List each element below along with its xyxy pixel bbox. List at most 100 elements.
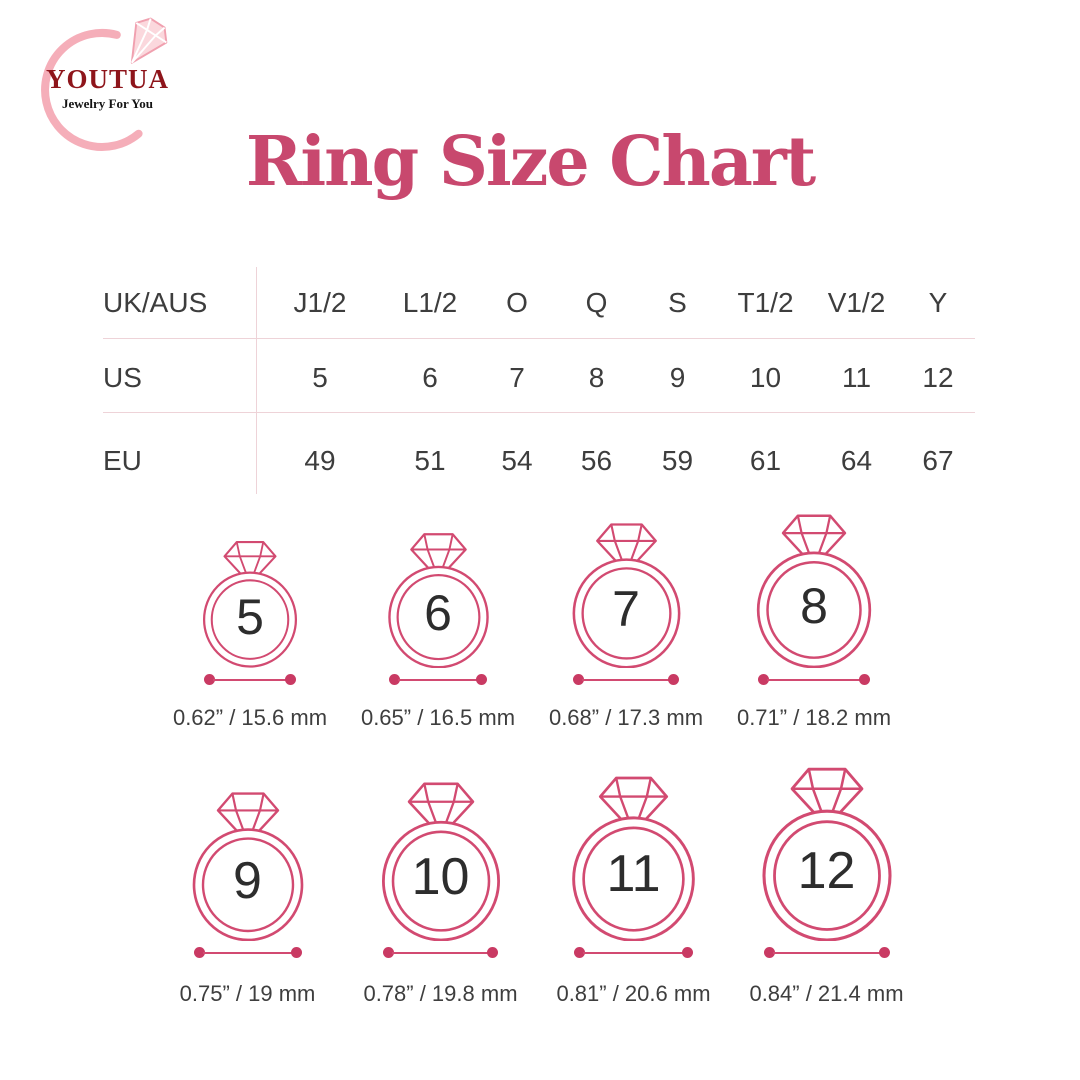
- ring-diameter-guide-row-1: 5 0.62” / 15.6 mm 6 0.65” / 16.5 mm: [156, 495, 908, 745]
- ring-with-diamond-icon: [761, 767, 892, 942]
- ring-illustration: 7: [568, 521, 685, 668]
- page-title: Ring Size Chart: [245, 122, 816, 202]
- measure-dot-right: [284, 674, 296, 685]
- diameter-label: 0.81” / 20.6 mm: [556, 981, 711, 1007]
- table-cell: 11: [841, 361, 872, 393]
- measure-dot-right: [290, 947, 302, 959]
- ring-with-diamond-icon: [756, 514, 872, 668]
- table-cell: O: [506, 286, 528, 318]
- ring-size-item-10: 10 0.78” / 19.8 mm: [344, 765, 537, 1023]
- measure-bar: [582, 951, 685, 954]
- measure-bar: [202, 951, 293, 954]
- ring-with-diamond-icon: [192, 792, 303, 942]
- measure-dot-left: [204, 674, 216, 685]
- measure-dot-left: [193, 947, 205, 959]
- brand-logo: YOUTUA Jewelry For You: [30, 17, 210, 151]
- table-cell: 49: [304, 444, 336, 476]
- diameter-measure-line: [573, 947, 694, 959]
- table-row-ukaus: UK/AUS J1/2 L1/2 O Q S T1/2 V1/2 Y: [103, 267, 975, 339]
- ring-size-number: 10: [411, 847, 470, 906]
- diameter-measure-line: [204, 674, 296, 685]
- size-conversion-table: UK/AUS J1/2 L1/2 O Q S T1/2 V1/2 Y US 5 …: [103, 267, 975, 494]
- ring-with-diamond-icon: [572, 776, 695, 942]
- measure-dot-right: [476, 674, 488, 685]
- row-header: EU: [103, 413, 257, 494]
- table-cell: 67: [922, 444, 954, 476]
- ring-illustration: 5: [199, 539, 301, 668]
- measure-dot-right: [878, 947, 890, 959]
- table-cell: 5: [312, 361, 328, 393]
- table-cell: 54: [501, 444, 533, 476]
- table-cell: 10: [749, 361, 782, 393]
- diameter-label: 0.75” / 19 mm: [179, 981, 316, 1007]
- measure-dot-left: [388, 674, 400, 685]
- measure-dot-right: [682, 947, 694, 959]
- table-cell: 61: [749, 444, 782, 476]
- table-cell: 6: [422, 361, 438, 393]
- diameter-label: 0.71” / 18.2 mm: [736, 705, 892, 730]
- diameter-measure-line: [763, 947, 890, 959]
- ring-size-item-9: 9 0.75” / 19 mm: [151, 765, 344, 1023]
- ring-size-number: 6: [424, 585, 452, 642]
- row-header: UK/AUS: [103, 267, 257, 338]
- diameter-measure-line: [193, 947, 302, 959]
- table-cell: 59: [661, 444, 694, 476]
- ring-with-diamond-icon: [387, 532, 489, 668]
- diameter-label: 0.78” / 19.8 mm: [363, 981, 518, 1007]
- measure-bar: [213, 678, 287, 681]
- measure-dot-left: [573, 674, 585, 685]
- table-cell: T1/2: [737, 286, 794, 318]
- ring-illustration: 8: [752, 512, 876, 668]
- measure-dot-right: [667, 674, 679, 685]
- table-cell: 7: [509, 361, 525, 393]
- table-cell: Y: [928, 286, 948, 318]
- diameter-label: 0.65” / 16.5 mm: [360, 705, 516, 730]
- table-cell: 8: [588, 361, 605, 393]
- table-cell: 64: [840, 444, 873, 476]
- measure-bar: [397, 678, 479, 681]
- logo-diamond-icon: [130, 17, 168, 64]
- ring-with-diamond-icon: [202, 541, 298, 668]
- measure-dot-right: [487, 947, 499, 959]
- measure-dot-left: [758, 674, 770, 685]
- measure-bar: [582, 678, 670, 681]
- measure-bar: [391, 951, 490, 954]
- brand-tagline: Jewelry For You: [62, 96, 153, 111]
- ring-size-number: 8: [800, 577, 828, 634]
- measure-dot-left: [382, 947, 394, 959]
- table-cell: 56: [580, 444, 613, 476]
- ring-size-item-7: 7 0.68” / 17.3 mm: [532, 495, 720, 745]
- brand-name: YOUTUA: [45, 64, 169, 94]
- ring-size-item-11: 11 0.81” / 20.6 mm: [537, 765, 730, 1023]
- table-cell: 51: [414, 444, 446, 476]
- ring-illustration: 6: [384, 531, 493, 668]
- ring-illustration: 12: [757, 765, 897, 942]
- measure-dot-right: [858, 674, 870, 685]
- ring-size-number: 9: [233, 851, 262, 910]
- row-header: US: [103, 339, 257, 412]
- ring-size-number: 5: [236, 588, 264, 645]
- diameter-measure-line: [758, 674, 870, 685]
- table-cell: Q: [585, 286, 608, 318]
- table-row-eu: EU 49 51 54 56 59 61 64 67: [103, 413, 975, 494]
- diameter-label: 0.62” / 15.6 mm: [172, 705, 328, 730]
- ring-size-item-12: 12 0.84” / 21.4 mm: [730, 765, 923, 1023]
- diameter-measure-line: [388, 674, 488, 685]
- ring-illustration: 9: [188, 790, 308, 942]
- ring-size-number: 11: [606, 845, 661, 904]
- table-cell: V1/2: [827, 286, 886, 318]
- ring-with-diamond-icon: [572, 522, 680, 668]
- diameter-measure-line: [573, 674, 679, 685]
- measure-dot-left: [573, 947, 585, 959]
- table-cell: S: [668, 286, 687, 318]
- measure-dot-left: [763, 947, 775, 959]
- diameter-label: 0.84” / 21.4 mm: [749, 981, 904, 1007]
- ring-size-number: 7: [612, 581, 640, 638]
- diameter-label: 0.68” / 17.3 mm: [548, 705, 704, 730]
- measure-bar: [772, 951, 881, 954]
- measure-bar: [767, 678, 861, 681]
- table-cell: 12: [922, 361, 954, 393]
- ring-size-item-5: 5 0.62” / 15.6 mm: [156, 495, 344, 745]
- diameter-measure-line: [382, 947, 499, 959]
